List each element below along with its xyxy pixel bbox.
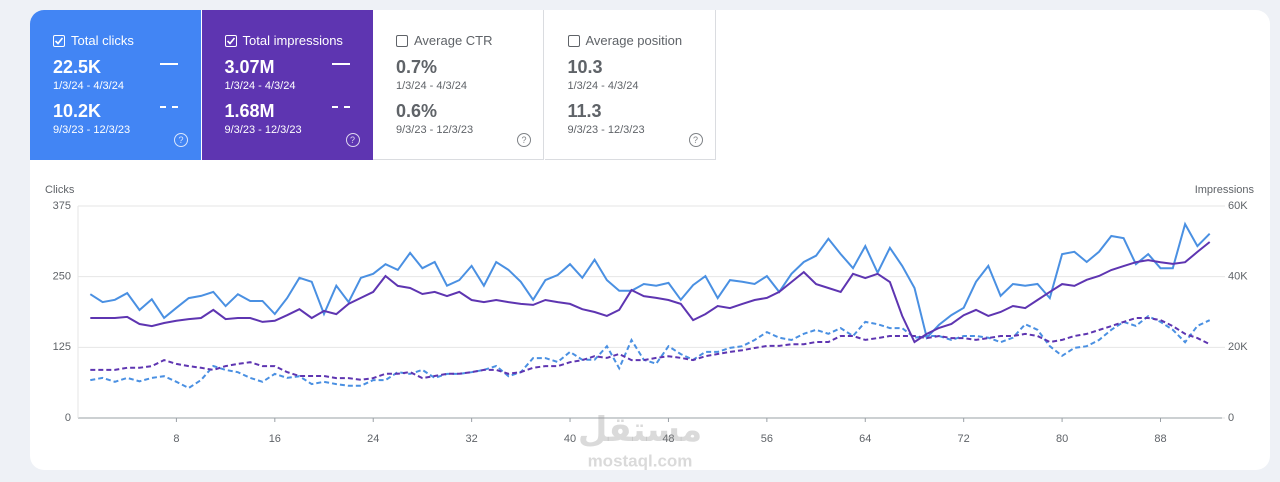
- dashed-indicator: [160, 106, 178, 108]
- y-tick-label: 250: [53, 271, 71, 283]
- series-line: [89, 221, 1211, 340]
- checkbox: [567, 35, 580, 47]
- dashed-indicator: [331, 106, 350, 108]
- x-tick-label: 72: [958, 433, 970, 445]
- y-tick-label: 375: [53, 200, 71, 212]
- metric-card[interactable]: Total clicks 22.5K 1/3/24 - 4/3/24 10.2K 9/3…: [30, 10, 201, 160]
- y2-tick-label: 20K: [1228, 341, 1248, 353]
- y-tick-label: 125: [53, 341, 71, 353]
- series-line: [90, 315, 1211, 390]
- x-tick-label: 80: [1056, 433, 1068, 445]
- metric-label: Average position: [585, 33, 683, 48]
- series-line: [90, 241, 1211, 344]
- x-tick-label: 64: [859, 433, 871, 445]
- date-range: 1/3/24 - 4/3/24: [396, 80, 467, 92]
- checkbox: [396, 35, 408, 47]
- metric-card[interactable]: Total impressions 3.07M 1/3/24 - 4/3/24 1.6…: [201, 10, 373, 160]
- x-tick-label: 40: [564, 433, 576, 445]
- watermark-text: mostaql.com: [588, 451, 693, 470]
- date-range: 1/3/24 - 4/3/24: [224, 80, 296, 92]
- metric-label: Total impressions: [242, 33, 343, 48]
- x-tick-label: 24: [367, 433, 379, 445]
- metric-value: 10.3: [567, 57, 603, 77]
- watermark-logo: مستقل: [578, 411, 702, 449]
- metric-value: 0.7%: [396, 57, 438, 77]
- date-range: 9/3/23 - 12/3/23: [567, 124, 645, 136]
- x-tick-label: 8: [173, 433, 179, 445]
- x-tick-label: 88: [1154, 433, 1166, 445]
- metric-label: Total clicks: [71, 33, 134, 48]
- date-range: 9/3/23 - 12/3/23: [224, 124, 302, 136]
- x-tick-label: 48: [662, 433, 674, 445]
- y2-tick-label: 60K: [1228, 200, 1248, 212]
- solid-indicator: [160, 63, 178, 65]
- series-line: [90, 317, 1211, 381]
- x-tick-label: 56: [761, 433, 773, 445]
- metric-label: Average CTR: [414, 33, 493, 48]
- help-icon: ?: [517, 133, 531, 147]
- help-icon: ?: [345, 133, 360, 147]
- checkbox: [224, 35, 237, 47]
- date-range: 1/3/24 - 4/3/24: [53, 80, 124, 92]
- x-tick-label: 16: [269, 433, 281, 445]
- metric-value: 3.07M: [224, 57, 275, 77]
- date-range: 9/3/23 - 12/3/23: [53, 124, 131, 136]
- metric-value: 10.2K: [53, 101, 102, 121]
- y-tick-label: 0: [65, 412, 71, 424]
- y2-axis-title: Impressions: [1195, 184, 1255, 196]
- y2-tick-label: 40K: [1228, 271, 1248, 283]
- metric-value: 0.6%: [396, 101, 438, 121]
- solid-indicator: [331, 63, 350, 65]
- metric-card[interactable]: Average position 10.3 1/3/24 - 4/3/24 11.3 9…: [544, 10, 716, 160]
- x-tick-label: 32: [466, 433, 478, 445]
- y-axis-title: Clicks: [45, 184, 75, 196]
- y2-tick-label: 0: [1228, 412, 1234, 424]
- performance-panel: Total clicks 22.5K 1/3/24 - 4/3/24 10.2K 9/3…: [30, 10, 1270, 470]
- help-icon: ?: [688, 133, 703, 147]
- metric-value: 22.5K: [53, 57, 102, 77]
- date-range: 9/3/23 - 12/3/23: [396, 124, 474, 136]
- help-icon: ?: [174, 133, 188, 147]
- metric-card[interactable]: Average CTR 0.7% 1/3/24 - 4/3/24 0.6% 9/3/23…: [373, 10, 544, 160]
- metric-value: 11.3: [567, 101, 602, 121]
- checkbox: [53, 35, 65, 47]
- date-range: 1/3/24 - 4/3/24: [567, 80, 639, 92]
- metric-value: 1.68M: [224, 101, 275, 121]
